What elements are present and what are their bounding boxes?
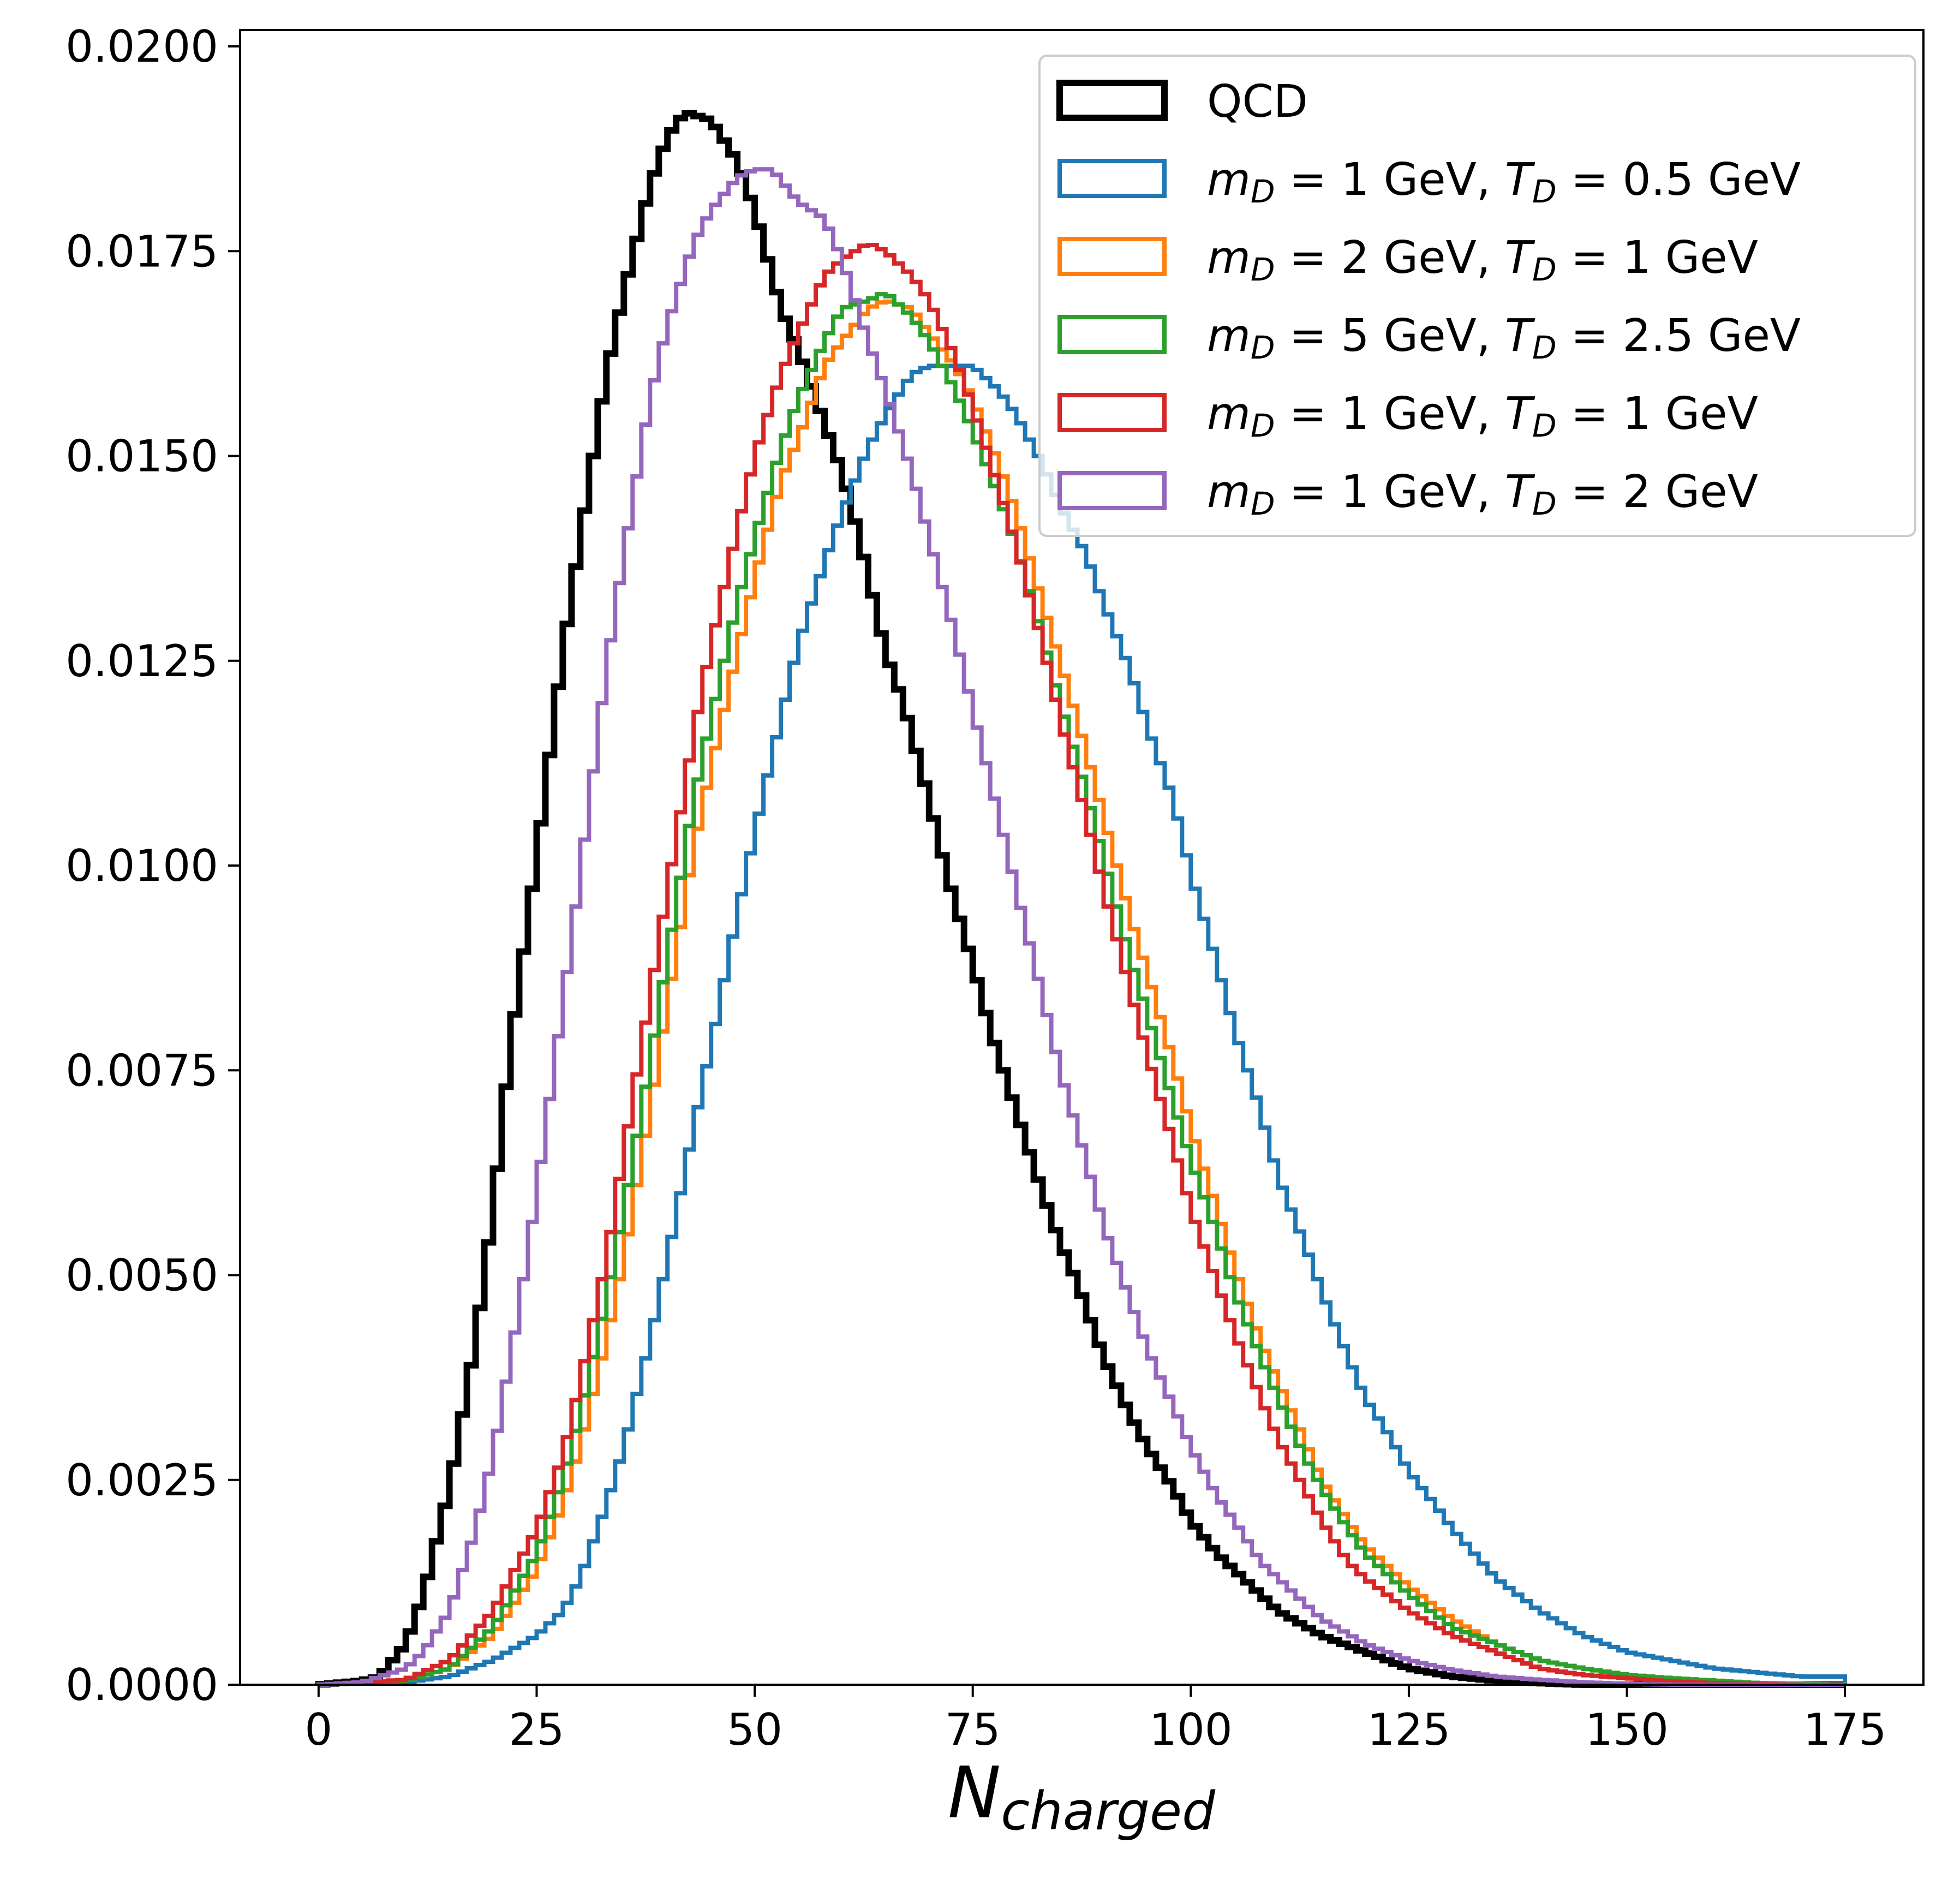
y-tick-label-2: 0.0050 (65, 1250, 218, 1301)
x-tick-label-1: 25 (509, 1704, 565, 1755)
legend-swatch-3 (1057, 315, 1167, 354)
legend-frame (1038, 55, 1916, 537)
legend-swatch-2 (1057, 237, 1167, 276)
series-layer (315, 110, 1848, 1688)
y-tick-label-3: 0.0075 (65, 1045, 218, 1096)
x-tick-label-3: 75 (945, 1704, 1001, 1755)
legend-label-2: mD = 2 GeV, TD = 1 GeV (1207, 232, 1758, 288)
series-line-1 (316, 363, 1848, 1687)
legend-swatch-5 (1057, 471, 1167, 510)
legend-swatch-1 (1057, 159, 1167, 198)
legend-label-4: mD = 1 GeV, TD = 1 GeV (1207, 388, 1758, 444)
legend: QCD mD = 1 GeV, TD = 0.5 GeV mD = 2 GeV, T… (1038, 55, 1916, 537)
series-line-3 (316, 292, 1848, 1687)
x-tick-label-7: 175 (1803, 1704, 1887, 1755)
series-line-5 (316, 167, 1845, 1687)
x-tick-label-6: 150 (1585, 1704, 1669, 1755)
x-axis-label-subscript: charged (1001, 1781, 1216, 1842)
y-tick-label-7: 0.0175 (65, 226, 218, 277)
y-tick-label-8: 0.0200 (65, 21, 218, 72)
legend-label-3: mD = 5 GeV, TD = 2.5 GeV (1207, 310, 1801, 366)
legend-label-5: mD = 1 GeV, TD = 2 GeV (1207, 466, 1758, 522)
y-tick-label-5: 0.0125 (65, 636, 218, 687)
x-axis-label: Ncharged (948, 1751, 1216, 1842)
legend-swatch-4 (1057, 393, 1167, 432)
legend-swatch-0 (1056, 80, 1168, 121)
axis-ticks: 0 25 50 75 100 125 150 175 0.0000 0.0025 0.0050 0.0… (65, 21, 1886, 1755)
x-tick-label-0: 0 (304, 1704, 332, 1755)
series-line-4 (316, 243, 1845, 1687)
x-axis-label-main: N (948, 1751, 1001, 1834)
series-line-0 (315, 110, 1845, 1688)
legend-label-0: QCD (1207, 76, 1308, 128)
y-tick-label-6: 0.0150 (65, 431, 218, 482)
y-tick-label-1: 0.0025 (65, 1455, 218, 1506)
x-tick-label-2: 50 (727, 1704, 782, 1755)
y-tick-label-0: 0.0000 (65, 1660, 218, 1710)
x-tick-label-4: 100 (1149, 1704, 1233, 1755)
y-tick-label-4: 0.0100 (65, 840, 218, 891)
legend-label-1: mD = 1 GeV, TD = 0.5 GeV (1207, 154, 1801, 210)
x-tick-label-5: 125 (1367, 1704, 1451, 1755)
plot-frame (239, 29, 1925, 1686)
